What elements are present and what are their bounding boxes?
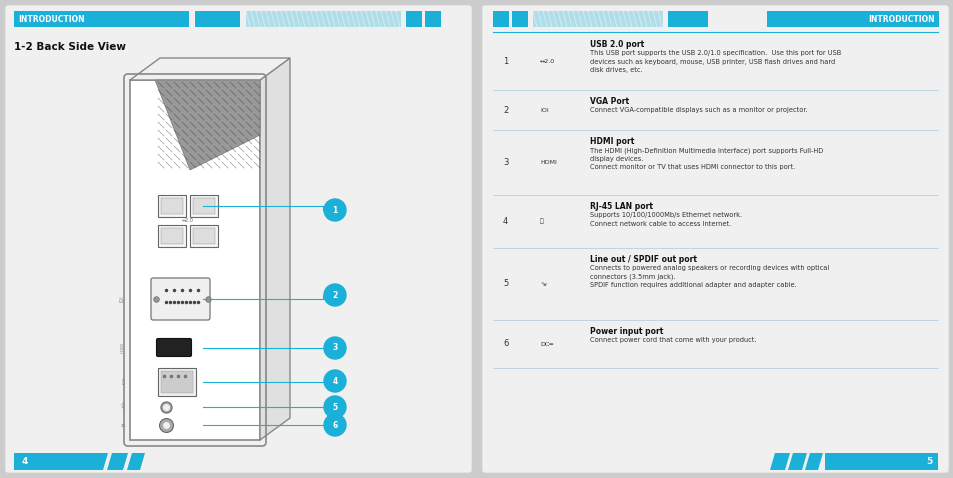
Text: 5: 5 (925, 457, 932, 466)
Text: 1-2 Back Side View: 1-2 Back Side View (14, 42, 126, 52)
Bar (194, 11, 240, 27)
Polygon shape (769, 453, 789, 470)
Polygon shape (107, 453, 128, 470)
Text: 3: 3 (502, 158, 508, 167)
Bar (158, 368, 195, 396)
Bar (766, 11, 938, 27)
Text: INTRODUCTION: INTRODUCTION (867, 14, 934, 23)
Text: 3: 3 (332, 344, 337, 352)
Text: Power input port: Power input port (589, 327, 662, 336)
Text: 2: 2 (332, 291, 337, 300)
Bar (158, 195, 186, 217)
Text: 5: 5 (502, 280, 508, 289)
Bar (14, 11, 189, 27)
Bar (493, 11, 509, 27)
Bar (161, 371, 193, 393)
FancyBboxPatch shape (151, 278, 210, 320)
Circle shape (324, 414, 346, 436)
Text: ↔2.0: ↔2.0 (539, 59, 555, 64)
Bar (667, 11, 707, 27)
Circle shape (324, 199, 346, 221)
Bar (424, 11, 440, 27)
Text: Connect network cable to access Internet.: Connect network cable to access Internet… (589, 220, 731, 227)
Text: Line out / SPDIF out port: Line out / SPDIF out port (589, 255, 697, 264)
Text: 品: 品 (539, 219, 543, 224)
Circle shape (324, 396, 346, 418)
Text: 2: 2 (502, 106, 508, 115)
Text: 5: 5 (332, 402, 337, 412)
Text: HDMI port: HDMI port (589, 137, 634, 146)
Bar (246, 11, 400, 27)
Text: INTRODUCTION: INTRODUCTION (18, 14, 85, 23)
Bar (161, 228, 183, 244)
Text: 丘: 丘 (122, 379, 125, 385)
Text: 1: 1 (332, 206, 337, 215)
Text: 4: 4 (502, 217, 508, 226)
Text: Supports 10/100/1000Mb/s Ethernet network.: Supports 10/100/1000Mb/s Ethernet networ… (589, 212, 741, 218)
Polygon shape (127, 453, 145, 470)
Bar (190, 225, 218, 247)
Text: VGA Port: VGA Port (589, 97, 628, 106)
Text: This USB port supports the USB 2.0/1.0 specification.  Use this port for USB: This USB port supports the USB 2.0/1.0 s… (589, 50, 841, 56)
Text: Connect monitor or TV that uses HDMI connector to this port.: Connect monitor or TV that uses HDMI con… (589, 164, 795, 170)
Text: 4: 4 (332, 377, 337, 385)
Polygon shape (260, 58, 290, 440)
Bar (533, 11, 662, 27)
Polygon shape (81, 453, 108, 470)
Text: 6: 6 (502, 339, 508, 348)
Text: 4: 4 (22, 457, 29, 466)
Polygon shape (130, 58, 290, 80)
Text: IOI: IOI (120, 295, 125, 303)
Text: connectors (3.5mm jack).: connectors (3.5mm jack). (589, 273, 675, 280)
Text: °ʁ: °ʁ (539, 282, 546, 286)
Circle shape (324, 370, 346, 392)
Text: devices such as keyboard, mouse, USB printer, USB flash drives and hard: devices such as keyboard, mouse, USB pri… (589, 58, 835, 65)
Bar (193, 228, 214, 244)
Text: ≡: ≡ (120, 423, 125, 427)
Bar (193, 198, 214, 214)
Text: HDMI: HDMI (539, 160, 557, 165)
Text: Connects to powered analog speakers or recording devices with optical: Connects to powered analog speakers or r… (589, 265, 828, 271)
Text: 6: 6 (332, 421, 337, 430)
Polygon shape (130, 80, 260, 440)
Circle shape (324, 337, 346, 359)
FancyBboxPatch shape (156, 338, 192, 357)
Bar (406, 11, 421, 27)
Text: The HDMI (High-Definition Multimedia Interface) port supports Full-HD: The HDMI (High-Definition Multimedia Int… (589, 147, 822, 153)
Bar (512, 11, 527, 27)
Bar (190, 195, 218, 217)
Polygon shape (154, 80, 260, 170)
Text: Connect power cord that come with your product.: Connect power cord that come with your p… (589, 337, 756, 343)
Text: RJ-45 LAN port: RJ-45 LAN port (589, 202, 652, 211)
Text: DC═: DC═ (539, 341, 553, 347)
Text: 1: 1 (502, 57, 508, 66)
Polygon shape (787, 453, 806, 470)
Bar (161, 198, 183, 214)
Bar (824, 453, 937, 470)
Polygon shape (804, 453, 822, 470)
FancyBboxPatch shape (481, 5, 948, 473)
Text: Connect VGA-compatible displays such as a monitor or projector.: Connect VGA-compatible displays such as … (589, 107, 807, 113)
Text: ↔2.0: ↔2.0 (182, 218, 193, 224)
Bar (14, 453, 86, 470)
Text: USB 2.0 port: USB 2.0 port (589, 40, 643, 49)
Text: ♀: ♀ (121, 404, 125, 410)
Text: IOI: IOI (539, 108, 548, 112)
Text: disk drives, etc.: disk drives, etc. (589, 67, 642, 73)
Bar (158, 225, 186, 247)
Text: HDMI: HDMI (121, 342, 125, 353)
Text: display devices.: display devices. (589, 155, 642, 162)
Circle shape (324, 284, 346, 306)
FancyBboxPatch shape (5, 5, 472, 473)
Text: SPDIF function requires additional adapter and adapter cable.: SPDIF function requires additional adapt… (589, 282, 796, 288)
